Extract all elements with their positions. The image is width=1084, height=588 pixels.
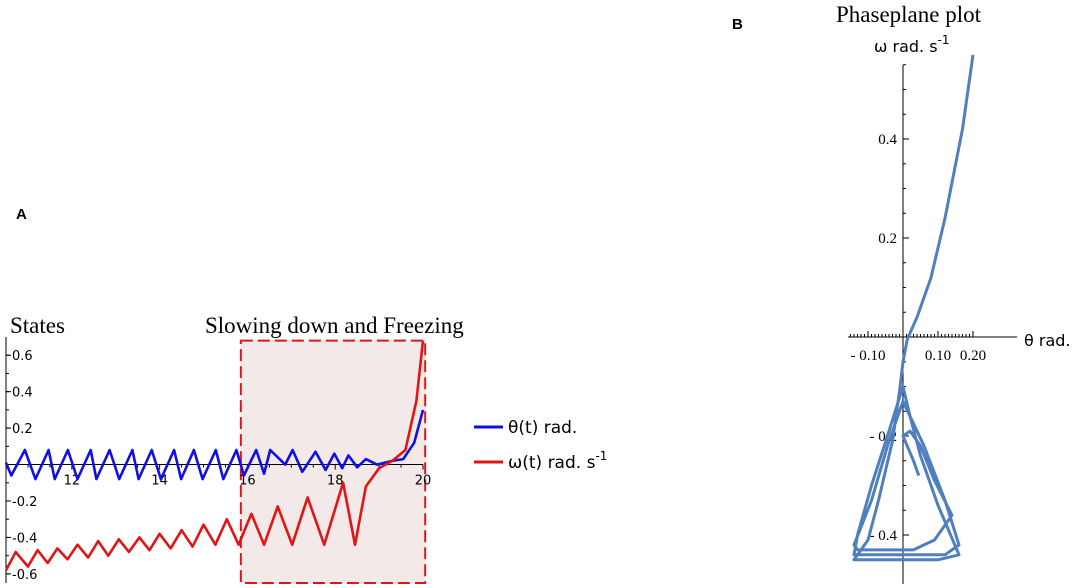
y-tick-label: 0.2 <box>12 422 33 437</box>
legend-theta-label: θ(t) rad. <box>508 418 577 438</box>
phaseplane-ylabel: ω rad. s-1 <box>874 33 950 56</box>
omega-series-line <box>4 340 425 571</box>
phaseplane-series <box>852 54 975 562</box>
phase-x-tick-label: 0.10 <box>925 348 951 364</box>
y-tick-label: -0.4 <box>12 531 37 546</box>
x-tick-label: 20 <box>415 474 432 489</box>
phase-x-tick-label: 0.20 <box>960 348 986 364</box>
y-tick-label: -0.2 <box>12 495 37 510</box>
states-series <box>4 340 425 571</box>
x-tick-label: 18 <box>327 474 344 489</box>
panel-a-letter: A <box>16 206 27 223</box>
phase-y-tick-label: 0.4 <box>878 132 897 148</box>
states-legend: θ(t) rad. ω(t) rad. s-1 <box>474 418 607 473</box>
phase-y-tick-label: - 0.4 <box>870 528 898 544</box>
x-tick-label: 16 <box>239 474 256 489</box>
phaseplane-title: Phaseplane plot <box>836 2 981 27</box>
legend-omega-label: ω(t) rad. s-1 <box>508 449 607 473</box>
phase-x-tick-label: - 0.10 <box>851 348 886 364</box>
theta-series-line <box>4 409 425 481</box>
y-tick-label: 0.6 <box>12 349 33 364</box>
phaseplane-axes: - 0.10 0.10 0.200.40.2- 0.2- 0.4 <box>848 64 1017 584</box>
highlight-title: Slowing down and Freezing <box>205 313 464 338</box>
phase-y-tick-label: 0.2 <box>878 231 897 247</box>
states-title: States <box>10 313 65 338</box>
y-tick-label: -0.6 <box>12 568 37 583</box>
panel-b-letter: B <box>732 16 743 33</box>
phaseplane-chart: - 0.10 0.10 0.200.40.2- 0.2- 0.4 ω rad. s-… <box>848 33 1071 584</box>
y-tick-label: 0.4 <box>12 386 33 401</box>
phaseplane-xlabel: θ rad. <box>1024 331 1071 350</box>
x-tick-label: 14 <box>151 474 168 489</box>
phase-trajectory-line <box>852 54 975 562</box>
states-chart: 12 14 16 18 20-0.6-0.4-0.20.20.40.6 θ(t) rad… <box>4 337 607 584</box>
